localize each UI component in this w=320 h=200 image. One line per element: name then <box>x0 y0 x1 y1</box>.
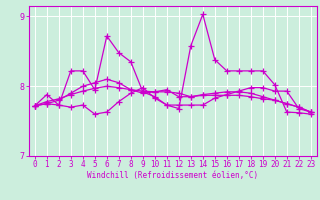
X-axis label: Windchill (Refroidissement éolien,°C): Windchill (Refroidissement éolien,°C) <box>87 171 258 180</box>
